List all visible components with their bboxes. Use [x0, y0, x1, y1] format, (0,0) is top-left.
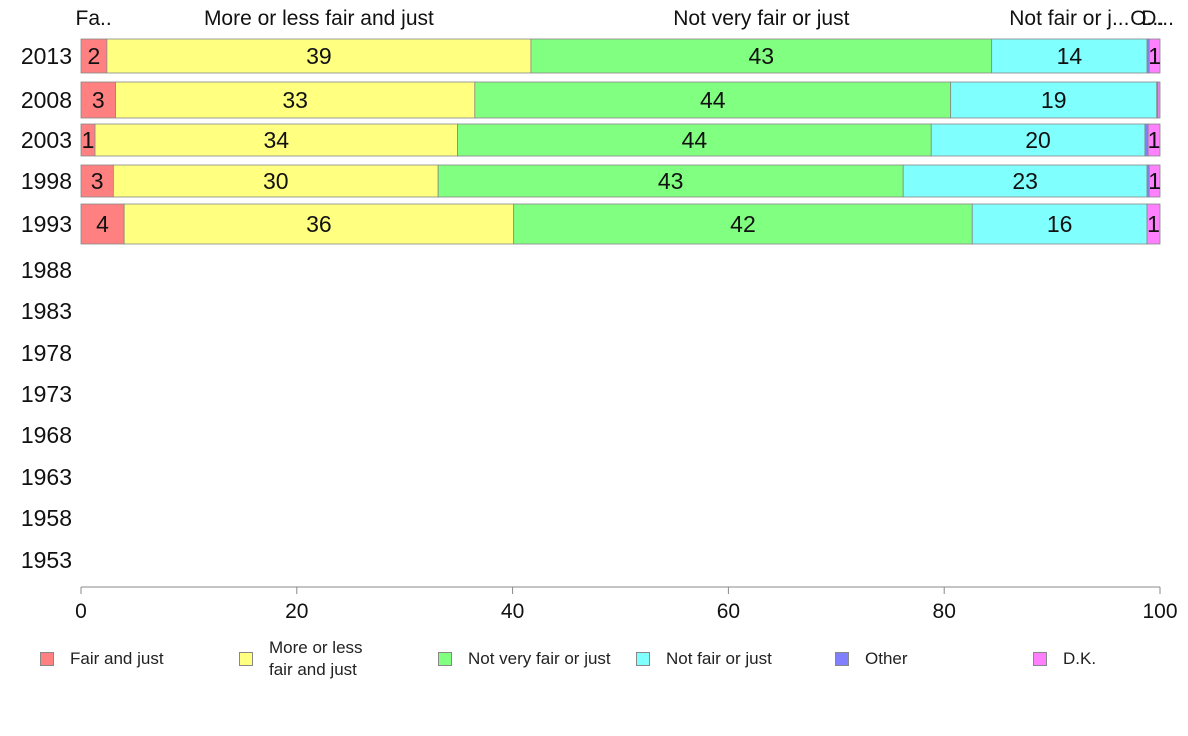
data-label: 30 — [263, 168, 289, 194]
x-tick-label: 20 — [285, 600, 308, 623]
data-label: 1 — [1148, 127, 1161, 153]
legend-label: Other — [865, 649, 908, 668]
bar-segment — [1148, 164, 1161, 198]
series-top-label: O... — [1130, 7, 1164, 30]
data-label: 16 — [1047, 211, 1073, 237]
data-label: 19 — [1041, 87, 1067, 113]
legend-label: D.K. — [1063, 649, 1097, 668]
legend-item-not-very-fair-or-just: Not very fair or just — [438, 648, 611, 670]
bar-segment — [530, 38, 993, 74]
series-top-label: D... — [1141, 7, 1174, 30]
bar-segment — [112, 164, 439, 198]
stacked-bar-chart: 2013200820031998199319881983197819731968… — [21, 7, 1178, 623]
bar-segment — [80, 164, 114, 198]
legend-label: Fair and just — [70, 649, 164, 668]
bar-segment — [437, 164, 904, 198]
series-top-label: Not fair or j... — [1009, 7, 1129, 30]
bar-segment — [1148, 38, 1161, 74]
category-label: 2008 — [21, 87, 72, 113]
x-tick-label: 80 — [933, 600, 956, 623]
data-label: 20 — [1025, 127, 1051, 153]
category-label: 1958 — [21, 505, 72, 531]
x-tick-label: 0 — [75, 600, 87, 623]
legend-item-not-fair-or-just: Not fair or just — [636, 648, 772, 670]
data-label: 14 — [1057, 43, 1083, 69]
bar-segment — [80, 203, 125, 245]
bar-segment — [1147, 123, 1161, 157]
bar-segment — [106, 38, 532, 74]
data-label: 34 — [264, 127, 290, 153]
category-label: 1993 — [21, 211, 72, 237]
bar-segment — [950, 81, 1158, 119]
bar-segment — [1157, 81, 1161, 119]
bar-segment — [971, 203, 1148, 245]
legend-swatch — [835, 652, 849, 666]
category-label: 1998 — [21, 168, 72, 194]
legend-label: Not fair or just — [666, 649, 772, 668]
x-tick-label: 40 — [501, 600, 524, 623]
bar-segment — [94, 123, 458, 157]
legend-item-other: Other — [835, 648, 908, 670]
legend-swatch — [636, 652, 650, 666]
data-label: 3 — [91, 168, 104, 194]
category-label: 1978 — [21, 340, 72, 366]
data-label: 23 — [1012, 168, 1038, 194]
legend-label: More or less fair and just — [269, 638, 363, 679]
legend-label: Not very fair or just — [468, 649, 611, 668]
data-label: 43 — [658, 168, 684, 194]
data-label: 42 — [730, 211, 756, 237]
data-label: 39 — [306, 43, 332, 69]
category-label: 2003 — [21, 127, 72, 153]
legend-item-fair-and-just: Fair and just — [40, 648, 164, 670]
legend-swatch — [239, 652, 253, 666]
series-top-label: More or less fair and just — [204, 7, 434, 30]
data-label: 44 — [700, 87, 726, 113]
bar-segment — [991, 38, 1148, 74]
data-label: 1 — [1148, 43, 1161, 69]
series-top-label: Fa.. — [76, 7, 112, 30]
legend: Fair and just More or less fair and just… — [0, 634, 1188, 694]
category-label: 1973 — [21, 381, 72, 407]
bar-segment — [80, 38, 108, 74]
bar-segment — [902, 164, 1148, 198]
category-label: 1968 — [21, 422, 72, 448]
category-label: 2013 — [21, 43, 72, 69]
legend-item-dk: D.K. — [1033, 648, 1096, 670]
x-tick-label: 100 — [1142, 600, 1177, 623]
x-tick-label: 60 — [717, 600, 740, 623]
category-label: 1953 — [21, 547, 72, 573]
data-label: 1 — [1148, 168, 1161, 194]
bar-segment — [930, 123, 1146, 157]
legend-swatch — [1033, 652, 1047, 666]
data-label: 1 — [1147, 211, 1160, 237]
data-label: 33 — [282, 87, 308, 113]
data-label: 2 — [88, 43, 101, 69]
legend-swatch — [40, 652, 54, 666]
legend-swatch — [438, 652, 452, 666]
data-label: 1 — [82, 127, 95, 153]
series-top-label: Not very fair or just — [673, 7, 849, 30]
data-label: 4 — [96, 211, 109, 237]
category-label: 1983 — [21, 298, 72, 324]
bar-segment — [1146, 203, 1161, 245]
category-label: 1988 — [21, 257, 72, 283]
data-label: 44 — [682, 127, 708, 153]
legend-item-more-or-less-fair-and-just: More or less fair and just — [239, 637, 363, 681]
bar-segment — [115, 81, 476, 119]
data-label: 43 — [749, 43, 775, 69]
bar-segment — [80, 81, 116, 119]
bar-segment — [474, 81, 952, 119]
data-label: 3 — [92, 87, 105, 113]
data-label: 36 — [306, 211, 332, 237]
category-label: 1963 — [21, 464, 72, 490]
